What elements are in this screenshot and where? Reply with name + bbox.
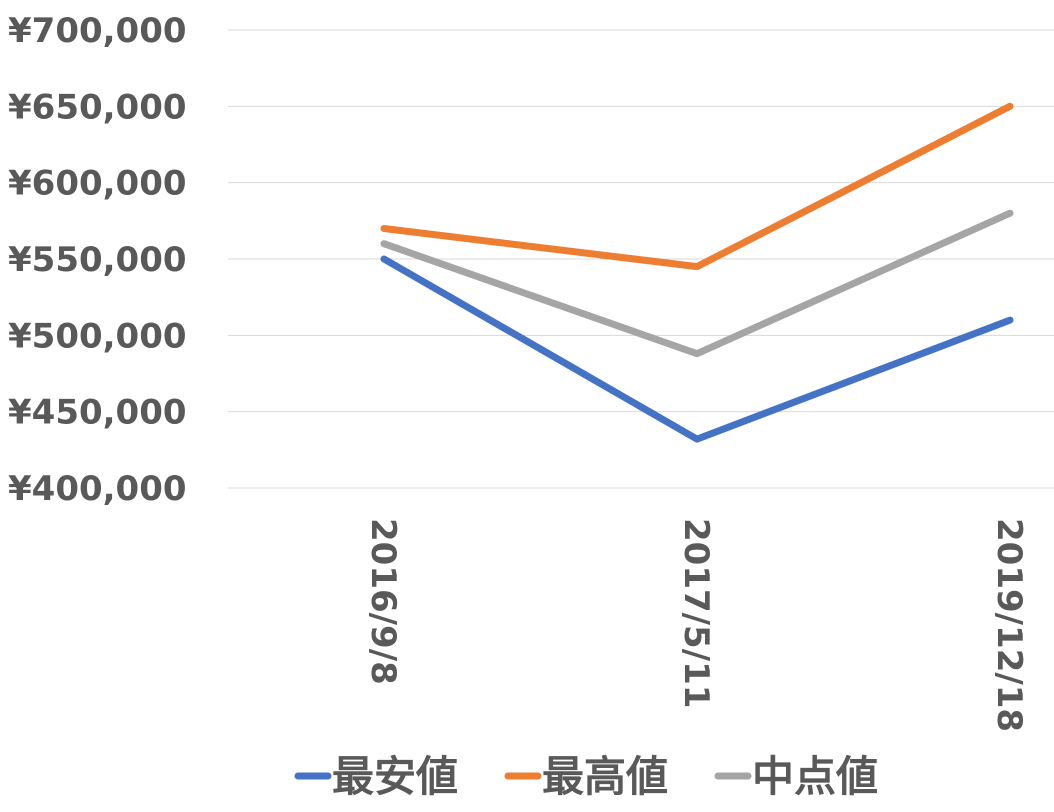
legend-item: 最高値 [504, 752, 668, 801]
y-tick-label: ¥450,000 [8, 393, 187, 433]
x-tick-label: 2019/12/18 [989, 518, 1029, 732]
y-tick-label: ¥700,000 [8, 11, 187, 51]
series-line [380, 255, 1014, 443]
series-line [380, 102, 1014, 271]
series-line [380, 209, 1014, 358]
y-tick-label: ¥500,000 [8, 316, 187, 356]
legend-item: 最安値 [294, 752, 458, 801]
y-axis-tick-labels: ¥400,000 ¥450,000 ¥500,000 ¥550,000 ¥600,000… [8, 11, 187, 509]
y-tick-label: ¥650,000 [8, 87, 187, 127]
x-tick-label: 2017/5/11 [676, 518, 716, 708]
legend-label: 中点値 [752, 752, 878, 801]
legend-label: 最安値 [332, 752, 458, 801]
x-tick-label: 2016/9/8 [363, 518, 403, 685]
y-tick-label: ¥400,000 [8, 469, 187, 509]
legend: 最安値 最高値 中点値 [294, 752, 878, 801]
x-axis-tick-labels: 2016/9/8 2017/5/11 2019/12/18 [363, 518, 1029, 732]
series-lines [380, 102, 1014, 443]
legend-label: 最高値 [542, 752, 668, 801]
y-tick-label: ¥600,000 [8, 164, 187, 204]
legend-item: 中点値 [714, 752, 878, 801]
y-tick-label: ¥550,000 [8, 240, 187, 280]
